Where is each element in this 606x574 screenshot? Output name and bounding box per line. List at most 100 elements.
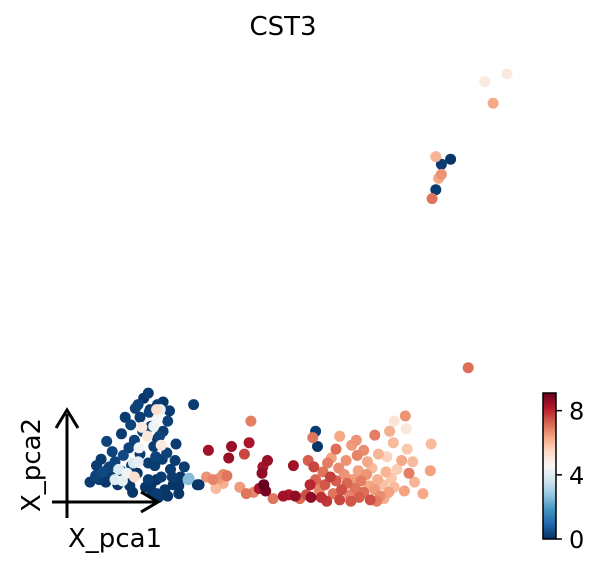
scatter-point [151, 488, 163, 500]
scatter-point [400, 423, 412, 435]
colorbar-gradient [542, 392, 557, 540]
scatter-point [169, 455, 181, 466]
scatter-point [351, 449, 363, 461]
scatter-point [207, 474, 219, 486]
scatter-point [349, 483, 361, 494]
scatter-point [178, 461, 190, 473]
scatter-point [170, 438, 182, 450]
scatter-point [173, 488, 185, 500]
scatter-point [155, 439, 167, 451]
scatter-point [221, 470, 233, 482]
scatter-point [334, 494, 346, 506]
scatter-point [202, 444, 214, 456]
y-axis-label: X_pca2 [17, 418, 47, 512]
scatter-point [312, 441, 323, 452]
scatter-point [262, 455, 273, 466]
scatter-point [364, 494, 376, 506]
chart-title: CST3 [249, 12, 317, 42]
colorbar-tick-label: 4 [569, 462, 584, 490]
scatter-point [350, 434, 362, 446]
scatter-point [258, 479, 270, 491]
scatter-point [101, 435, 113, 447]
scatter-point [369, 429, 381, 441]
scatter-point [188, 399, 200, 411]
scatter-point [353, 491, 365, 503]
x-axis-label: X_pca1 [68, 524, 162, 554]
scatter-point [380, 466, 392, 478]
scatter-point [117, 449, 129, 461]
scatter-point [119, 411, 131, 423]
scatter-point [155, 471, 167, 483]
y-axis-arrowhead-icon [54, 407, 80, 429]
scatter-point [409, 476, 420, 488]
scatter-point [307, 432, 319, 444]
scatter-point [289, 490, 301, 502]
scatter-point [149, 460, 161, 472]
scatter-point [151, 404, 163, 416]
scatter-point [435, 168, 447, 180]
scatter-point [388, 415, 400, 427]
scatter-point [425, 438, 437, 450]
scatter-point [133, 442, 145, 454]
scatter-point [153, 430, 165, 442]
scatter-point [97, 466, 109, 478]
scatter-point [240, 488, 252, 500]
scatter-point [430, 151, 442, 163]
scatter-point [243, 437, 255, 449]
scatter-point [238, 448, 250, 460]
scatter-point [407, 456, 419, 468]
scatter-point [330, 443, 342, 455]
scatter-point [361, 456, 373, 468]
scatter-point [322, 457, 334, 469]
scatter-points [84, 68, 513, 507]
axis-arrows [52, 407, 161, 518]
scatter-point [352, 465, 364, 477]
scatter-point [319, 479, 331, 491]
scatter-point [223, 452, 235, 464]
scatter-point [162, 490, 174, 502]
scatter-point [383, 486, 395, 498]
scatter-point [373, 448, 384, 460]
scatter-point [398, 485, 410, 497]
scatter-point [164, 405, 175, 417]
scatter-point [142, 387, 154, 399]
scatter-point [345, 495, 357, 507]
scatter-point [381, 451, 393, 463]
scatter-point [134, 411, 146, 423]
colorbar-tick-label: 8 [569, 398, 584, 426]
scatter-point [426, 193, 438, 205]
scatter-point [161, 447, 173, 459]
scatter-point [245, 415, 257, 427]
scatter-point [501, 68, 513, 80]
scatter-point [173, 480, 185, 492]
scatter-point [116, 428, 127, 440]
scatter-point [430, 184, 442, 196]
scatter-point [435, 158, 447, 170]
scatter-point [142, 474, 154, 486]
scatter-point [308, 461, 320, 473]
scatter-point [334, 430, 346, 442]
scatter-point [182, 474, 194, 486]
scatter-point [132, 456, 144, 468]
scatter-point [336, 484, 347, 496]
scatter-point [462, 362, 474, 374]
scatter-point [125, 419, 137, 431]
scatter-point [396, 455, 408, 466]
scatter-point [391, 463, 403, 475]
scatter-point [305, 491, 317, 503]
scatter-point [324, 471, 336, 483]
scatter-point [128, 471, 140, 483]
scatter-point [372, 474, 384, 486]
scatter-point [166, 471, 178, 483]
scatter-point [333, 462, 345, 474]
scatter-point [256, 467, 268, 479]
scatter-point [287, 460, 299, 472]
colorbar-tick-label: 0 [569, 526, 584, 554]
scatter-point [315, 491, 327, 503]
scatter-point [267, 493, 279, 505]
scatter-point [401, 443, 413, 455]
x-axis-arrowhead-icon [140, 490, 161, 514]
scatter-point [487, 97, 499, 109]
scatter-point [132, 399, 144, 411]
